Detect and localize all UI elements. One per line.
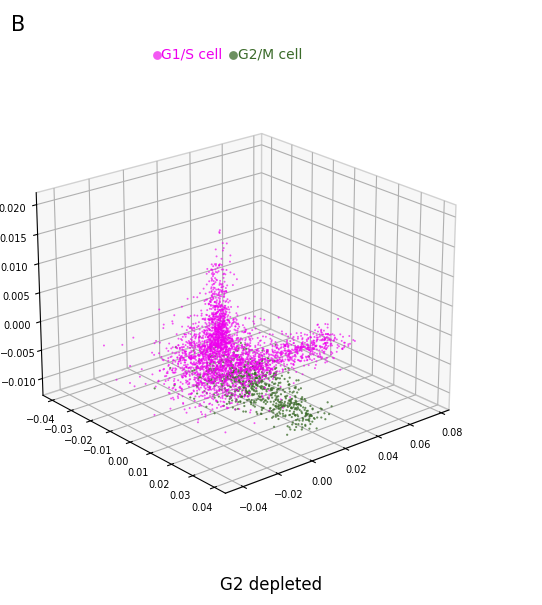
- Text: B: B: [11, 15, 25, 35]
- Text: G2 depleted: G2 depleted: [220, 576, 322, 594]
- Legend: G1/S cell, G2/M cell: G1/S cell, G2/M cell: [151, 42, 307, 67]
